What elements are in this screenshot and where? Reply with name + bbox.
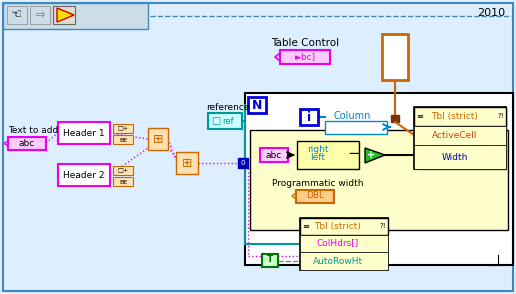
Text: ⊞: ⊞ xyxy=(153,133,163,146)
Bar xyxy=(296,190,334,203)
Text: abc: abc xyxy=(19,139,35,148)
Bar xyxy=(414,107,506,169)
Bar xyxy=(414,126,506,145)
Bar xyxy=(58,122,110,144)
Text: +: + xyxy=(367,150,375,160)
Bar xyxy=(297,141,359,169)
Text: ≡: ≡ xyxy=(302,221,309,230)
Bar xyxy=(8,137,46,150)
Bar xyxy=(30,6,50,24)
Text: Text to add: Text to add xyxy=(8,126,58,134)
Text: Tbl (strict): Tbl (strict) xyxy=(315,221,361,230)
Bar xyxy=(238,158,248,168)
Text: Table Control: Table Control xyxy=(271,38,339,48)
Bar xyxy=(176,152,198,174)
Text: reference: reference xyxy=(206,103,250,111)
Bar xyxy=(414,145,506,169)
Text: ⊞: ⊞ xyxy=(182,156,192,170)
Bar xyxy=(414,107,506,126)
Text: ?!: ?! xyxy=(380,223,386,229)
Text: T: T xyxy=(267,255,273,265)
Text: ⇒: ⇒ xyxy=(35,9,45,21)
Text: 2010: 2010 xyxy=(477,8,505,18)
Text: BE: BE xyxy=(119,138,127,143)
Text: DBL: DBL xyxy=(306,191,324,201)
Text: Programmatic width: Programmatic width xyxy=(272,178,364,188)
Bar xyxy=(113,135,133,144)
Bar xyxy=(280,50,330,64)
Bar xyxy=(391,115,399,122)
Text: −: − xyxy=(348,146,360,161)
Bar xyxy=(300,235,388,252)
Text: left: left xyxy=(311,153,326,161)
Bar xyxy=(300,218,388,270)
Text: 0: 0 xyxy=(241,160,245,166)
Bar xyxy=(414,107,506,169)
Bar xyxy=(417,110,506,169)
Text: Header 2: Header 2 xyxy=(63,171,105,180)
Text: Width: Width xyxy=(442,153,468,161)
Bar xyxy=(113,177,133,186)
Text: AutoRowHt: AutoRowHt xyxy=(313,256,363,265)
Text: ?!: ?! xyxy=(498,113,504,119)
Bar xyxy=(420,113,506,169)
Text: ref: ref xyxy=(222,116,234,126)
Text: ColHdrs[]: ColHdrs[] xyxy=(317,238,359,248)
Bar xyxy=(250,130,508,230)
Bar xyxy=(53,6,75,24)
Text: Tbl (strict): Tbl (strict) xyxy=(431,111,478,121)
Bar xyxy=(113,124,133,133)
Text: Header 1: Header 1 xyxy=(63,128,105,138)
Text: □+: □+ xyxy=(118,168,128,173)
Bar xyxy=(245,93,513,265)
Bar xyxy=(300,252,388,270)
Text: i: i xyxy=(307,111,311,123)
Bar xyxy=(208,113,242,129)
Bar xyxy=(113,166,133,175)
Text: ≡: ≡ xyxy=(416,111,423,121)
Polygon shape xyxy=(57,8,74,22)
Text: □: □ xyxy=(212,116,221,126)
Text: BE: BE xyxy=(119,180,127,185)
Bar xyxy=(148,128,168,150)
Polygon shape xyxy=(365,148,385,163)
Bar xyxy=(7,6,27,24)
Text: right: right xyxy=(307,144,329,153)
Bar xyxy=(58,164,110,186)
Bar xyxy=(248,97,266,113)
Text: ActiveCell: ActiveCell xyxy=(432,131,478,139)
Bar xyxy=(3,3,148,29)
Bar xyxy=(325,121,387,134)
Bar xyxy=(300,109,318,125)
Text: ►bc]: ►bc] xyxy=(296,53,316,61)
Text: □+: □+ xyxy=(118,126,128,131)
Bar xyxy=(260,148,288,162)
Text: N: N xyxy=(252,98,262,111)
Bar xyxy=(262,254,278,267)
Bar xyxy=(300,218,388,235)
Text: ☜: ☜ xyxy=(11,9,23,21)
Text: abc: abc xyxy=(266,151,282,160)
Bar xyxy=(382,34,408,80)
Text: Column: Column xyxy=(333,111,370,121)
